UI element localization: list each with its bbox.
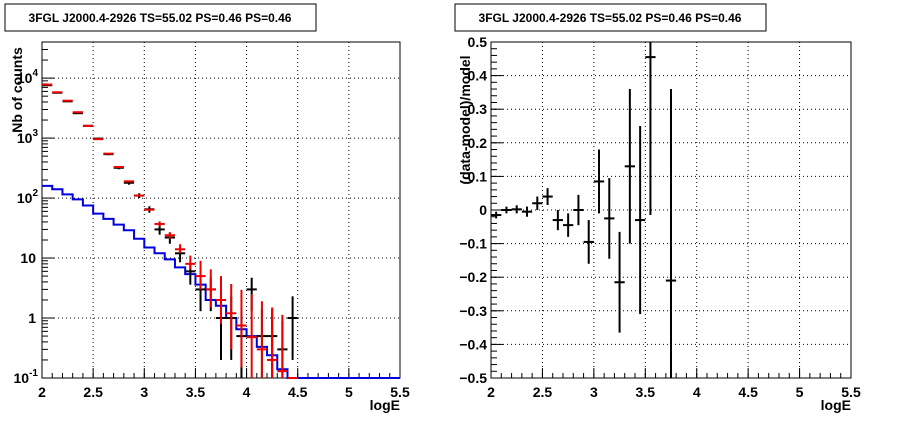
model-point [277, 314, 288, 378]
residual-point [593, 149, 605, 214]
left-xlabel: logE [370, 397, 400, 413]
right-xtick-label: 2.5 [533, 384, 553, 400]
right-ytick-label: −0.3 [459, 303, 487, 319]
residual-point [604, 178, 615, 259]
left-xtick-label: 2 [38, 384, 46, 400]
model-point [267, 307, 278, 378]
left-xtick-label: 4 [243, 384, 251, 400]
left-ytick-label: 103 [17, 128, 39, 146]
residual-point [552, 210, 563, 231]
right-ytick-label: −0.2 [459, 269, 487, 285]
model-point [205, 269, 216, 308]
model-point [174, 244, 186, 254]
left-ylabel: Nb of counts [9, 47, 25, 133]
right-ytick-label: 0.2 [468, 135, 488, 151]
right-xtick-label: 4.5 [738, 384, 758, 400]
right-xtick-label: 5 [796, 384, 804, 400]
residual-point [583, 220, 594, 264]
right-xtick-label: 2 [487, 384, 495, 400]
model-point [246, 294, 257, 378]
right-ytick-label: 0 [479, 202, 487, 218]
right-ytick-label: 0.3 [468, 101, 488, 117]
left-axis-ticks: 2 2.5 3 3.5 4 4.5 5 5.5 10-1 1 10 102 103 104 [14, 48, 410, 400]
residual-point [501, 206, 512, 214]
right-axis-ticks: 2 2.5 3 3.5 4 4.5 5 5.5 −0.5 −0.4 −0.3 −0.2 −0.1 0 0.1… [459, 34, 861, 400]
model-point [195, 260, 206, 290]
residual-point [511, 205, 522, 214]
model-point [164, 232, 175, 239]
right-xtick-label: 3 [590, 384, 598, 400]
right-ytick-label: 0.1 [468, 168, 488, 184]
right-title-box [454, 3, 767, 32]
right-data-marks [491, 42, 677, 378]
right-title: 3FGL J2000.4-2926 TS=55.02 PS=0.46 PS=0.… [479, 11, 742, 25]
residual-point [563, 213, 574, 237]
left-grid [42, 42, 400, 378]
left-ytick-label: 1 [28, 310, 36, 326]
right-ytick-label: −0.1 [459, 236, 487, 252]
residual-point [532, 196, 543, 210]
left-xtick-label: 3 [140, 384, 148, 400]
data-point [287, 296, 298, 360]
residual-point [665, 89, 677, 378]
left-xtick-label: 3.5 [186, 384, 206, 400]
residual-point [491, 211, 502, 219]
right-ylabel: (data-model)/model [457, 55, 473, 184]
left-panel: 3FGL J2000.4-2926 TS=55.02 PS=0.46 PS=0.… [4, 3, 410, 413]
model-point [154, 221, 165, 227]
residual-point [542, 188, 553, 205]
model-point [226, 283, 237, 350]
left-xtick-label: 5.5 [390, 384, 410, 400]
left-xtick-label: 4.5 [288, 384, 308, 400]
left-xtick-label: 5 [345, 384, 353, 400]
model-point [185, 255, 196, 270]
left-ytick-label: 104 [17, 68, 39, 86]
right-panel: 3FGL J2000.4-2926 TS=55.02 PS=0.46 PS=0.… [454, 3, 861, 413]
left-ytick-label: 10-1 [14, 368, 39, 386]
right-xlabel: logE [821, 397, 851, 413]
left-ytick-label: 10 [20, 250, 36, 266]
left-title-box [4, 3, 317, 32]
residual-point [624, 89, 635, 244]
left-plot-frame [41, 41, 401, 379]
background-model-line [42, 184, 400, 379]
residual-point [573, 194, 584, 226]
right-ytick-label: −0.5 [459, 370, 487, 386]
right-ytick-label: 0.5 [468, 34, 488, 50]
right-ytick-label: 0.4 [468, 68, 488, 84]
residual-point [521, 206, 533, 217]
left-xtick-label: 2.5 [83, 384, 103, 400]
residual-point [614, 231, 625, 333]
right-ytick-label: −0.4 [459, 336, 487, 352]
left-data-marks [42, 83, 400, 379]
model-point [236, 289, 247, 368]
model-point [215, 276, 227, 324]
right-xtick-label: 5.5 [841, 384, 861, 400]
left-ytick-label: 102 [17, 188, 39, 206]
residual-point [635, 126, 646, 315]
right-xtick-label: 3.5 [636, 384, 656, 400]
residual-point [645, 42, 656, 216]
left-title: 3FGL J2000.4-2926 TS=55.02 PS=0.46 PS=0.… [29, 11, 292, 25]
model-point [256, 301, 268, 378]
right-xtick-label: 4 [693, 384, 701, 400]
